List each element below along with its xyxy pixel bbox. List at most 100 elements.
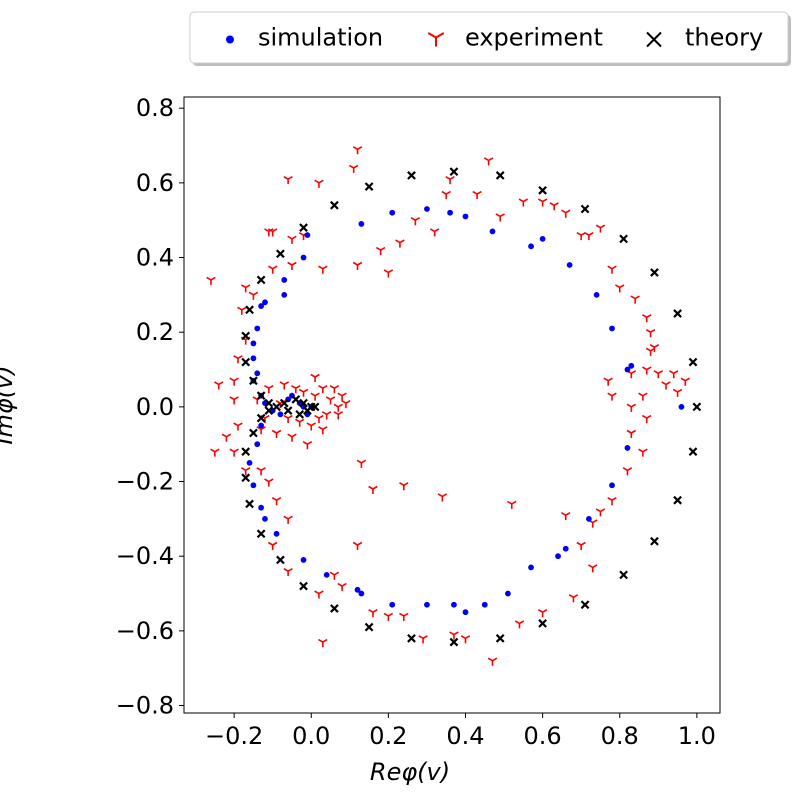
experiment-point: [352, 261, 363, 270]
experiment-point: [603, 377, 613, 386]
experiment-point: [383, 269, 394, 278]
experiment-point: [576, 541, 586, 550]
experiment-point: [661, 381, 671, 390]
y-tick-label: −0.2: [116, 468, 174, 496]
x-tick-label: 0.8: [601, 722, 639, 750]
legend-simulation-marker: [226, 35, 234, 44]
experiment-point: [267, 228, 278, 237]
experiment-point: [321, 411, 332, 420]
simulation-point: [585, 515, 592, 522]
simulation-point: [354, 586, 361, 593]
experiment-point: [352, 146, 363, 155]
experiment-point: [291, 385, 301, 394]
simulation-point: [481, 601, 488, 608]
theory-point: [538, 619, 547, 628]
simulation-point: [273, 530, 280, 537]
legend-item-experiment: experiment: [427, 24, 603, 52]
experiment-point: [680, 377, 691, 386]
theory-point: [264, 398, 274, 408]
theory-point: [407, 171, 416, 180]
theory-point: [256, 275, 266, 285]
experiment-point: [418, 635, 428, 644]
simulation-point: [258, 303, 265, 309]
y-axis-label: Imφ(v): [0, 365, 18, 444]
experiment-point: [642, 414, 652, 424]
experiment-point: [375, 246, 386, 256]
x-tick-label: −0.2: [205, 722, 263, 750]
experiment-point: [229, 396, 239, 405]
theory-point: [692, 402, 702, 412]
experiment-point: [638, 448, 648, 457]
simulation-point: [300, 557, 307, 563]
theory-point: [650, 536, 659, 546]
experiment-point: [437, 493, 448, 502]
legend-box: [189, 11, 789, 64]
simulation-point: [462, 213, 469, 220]
x-tick-label: 0.0: [292, 722, 330, 750]
y-tick-label: −0.4: [116, 542, 174, 570]
experiment-point: [645, 347, 656, 356]
experiment-point: [645, 329, 656, 338]
theory-point: [299, 223, 308, 233]
experiment-point: [233, 422, 243, 431]
theory-point: [241, 473, 251, 483]
experiment-point: [210, 448, 220, 457]
simulation-point: [451, 601, 457, 608]
experiment-point: [507, 500, 517, 509]
legend: simulation experiment theory: [189, 11, 791, 66]
theory-point: [245, 305, 254, 315]
theory-point: [364, 182, 374, 191]
simulation-point: [505, 590, 511, 597]
theory-point: [241, 447, 251, 457]
simulation-point: [262, 515, 268, 522]
theory-point: [276, 555, 285, 565]
theory-point: [364, 622, 374, 632]
experiment-point: [672, 388, 683, 397]
simulation-point: [609, 482, 615, 489]
experiment-point: [318, 638, 328, 648]
experiment-point: [229, 377, 239, 386]
experiment-point: [399, 482, 409, 491]
experiment-point: [537, 198, 548, 207]
simulation-point: [678, 403, 685, 410]
theory-point: [256, 413, 266, 423]
experiment-point: [283, 414, 293, 424]
theory-point: [495, 633, 505, 643]
theory-point: [538, 185, 547, 195]
experiment-point: [314, 414, 324, 424]
legend-theory-label: theory: [685, 24, 763, 52]
simulation-point: [258, 504, 265, 511]
theory-point: [283, 406, 293, 415]
experiment-point: [429, 228, 440, 237]
y-tick-label: −0.6: [116, 617, 174, 645]
simulation-point: [489, 228, 496, 235]
plot-markers: [206, 146, 702, 666]
legend-item-theory: theory: [646, 24, 763, 52]
x-tick-label: 0.2: [369, 722, 407, 750]
experiment-point: [549, 202, 559, 211]
y-tick-label: −0.8: [116, 692, 174, 720]
simulation-point: [281, 291, 288, 298]
experiment-point: [445, 175, 455, 185]
experiment-point: [595, 224, 606, 233]
experiment-point: [352, 541, 363, 550]
experiment-point: [410, 217, 421, 226]
experiment-point: [460, 635, 471, 644]
experiment-point: [267, 265, 278, 274]
theory-point: [249, 376, 258, 386]
simulation-point: [462, 609, 469, 616]
experiment-point: [668, 370, 679, 379]
simulation-point: [304, 232, 311, 239]
theory-point: [310, 402, 320, 412]
experiment-point: [213, 381, 224, 390]
experiment-point: [256, 467, 266, 476]
simulation-point: [528, 564, 534, 571]
experiment-point: [329, 385, 340, 394]
experiment-point: [318, 265, 328, 274]
y-tick-label: 0.4: [136, 244, 174, 272]
simulation-point: [281, 277, 288, 283]
simulation-point: [539, 235, 546, 242]
experiment-point: [383, 612, 394, 621]
experiment-point: [325, 396, 336, 405]
experiment-point: [302, 441, 313, 450]
